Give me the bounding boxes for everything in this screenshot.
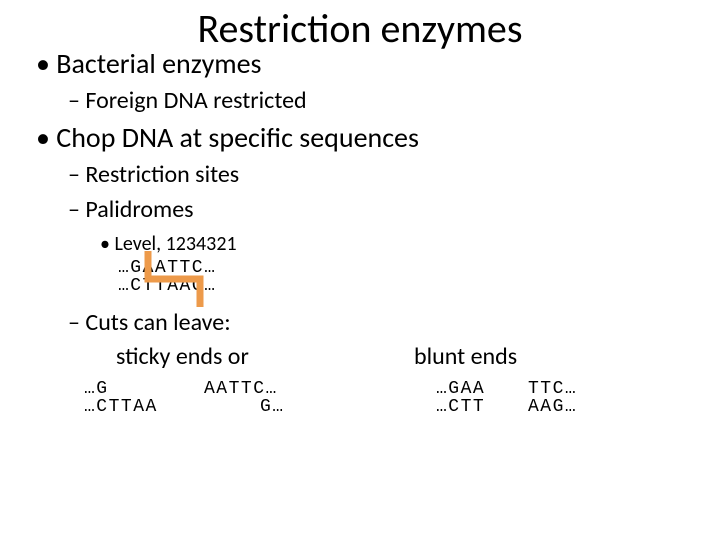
bullet-sites: Restriction sites bbox=[68, 159, 684, 190]
seq-blunt-left-top: …GAA bbox=[436, 380, 485, 399]
bullet-chop: Chop DNA at specific sequences bbox=[36, 120, 684, 155]
label-sticky-ends: sticky ends or bbox=[116, 342, 249, 371]
slide-body: Bacterial enzymes Foreign DNA restricted… bbox=[36, 44, 684, 426]
seq-blunt-right-bottom: AAG… bbox=[528, 398, 577, 417]
seq-pal-top: …GAATTC… bbox=[118, 259, 216, 278]
label-blunt-ends: blunt ends bbox=[414, 342, 517, 371]
seq-blunt-left-bottom: …CTT bbox=[436, 398, 485, 417]
cut-result-sequences: …G …CTTAA AATTC… G… …GAA …CTT TTC… AAG… bbox=[36, 380, 684, 426]
bullet-level: Level, 1234321 bbox=[100, 232, 684, 257]
bullet-foreign: Foreign DNA restricted bbox=[68, 85, 684, 116]
seq-sticky-right-bottom: G… bbox=[260, 398, 285, 417]
seq-sticky-right-top: AATTC… bbox=[204, 380, 278, 399]
palindrome-sequence: …GAATTC… …CTTAAG… bbox=[118, 259, 684, 303]
bullet-palidromes: Palidromes bbox=[68, 194, 684, 225]
seq-pal-bottom: …CTTAAG… bbox=[118, 277, 216, 296]
bullet-cuts-leave: Cuts can leave: bbox=[68, 307, 684, 338]
seq-sticky-left-bottom: …CTTAA bbox=[84, 398, 158, 417]
seq-sticky-left-top: …G bbox=[84, 380, 109, 399]
seq-blunt-right-top: TTC… bbox=[528, 380, 577, 399]
bullet-bacterial: Bacterial enzymes bbox=[36, 46, 684, 81]
ends-labels: sticky ends or blunt ends bbox=[36, 342, 684, 374]
slide: Restriction enzymes Bacterial enzymes Fo… bbox=[0, 0, 720, 540]
